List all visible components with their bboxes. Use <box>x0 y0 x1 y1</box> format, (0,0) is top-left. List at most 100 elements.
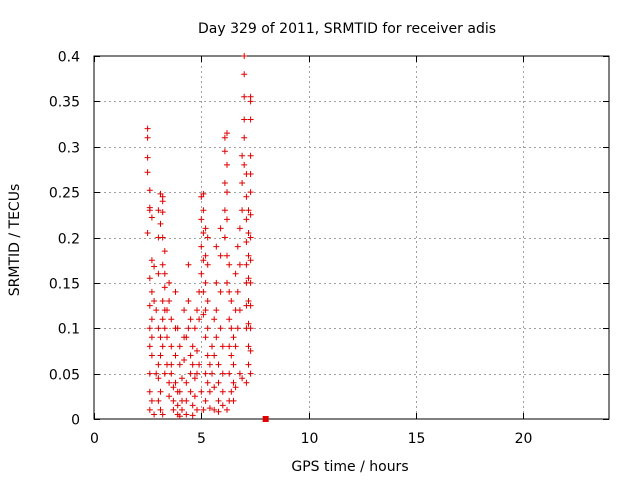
data-point <box>245 320 252 327</box>
data-point <box>174 325 181 332</box>
data-point <box>232 384 239 391</box>
data-point <box>148 288 155 295</box>
data-point <box>148 334 155 341</box>
data-point <box>236 261 243 268</box>
data-point <box>245 361 252 368</box>
data-point <box>196 316 203 323</box>
data-point <box>247 234 254 241</box>
data-point <box>144 169 151 176</box>
data-point <box>148 352 155 359</box>
data-point <box>230 334 237 341</box>
data-point <box>146 187 153 194</box>
data-point <box>241 116 248 123</box>
chart-title: Day 329 of 2011, SRMTID for receiver adi… <box>198 21 496 37</box>
data-point <box>183 334 190 341</box>
data-point <box>148 397 155 404</box>
data-point <box>159 411 166 418</box>
data-point <box>241 93 248 100</box>
data-point <box>200 190 207 197</box>
data-point <box>213 279 220 286</box>
data-point <box>221 148 228 155</box>
data-point <box>215 408 222 415</box>
x-tick-label: 20 <box>515 431 533 447</box>
data-point <box>159 198 166 205</box>
y-axis-label: SRMTID / TECUs <box>7 184 23 297</box>
data-point <box>161 248 168 255</box>
data-point <box>198 216 205 223</box>
data-point <box>202 397 209 404</box>
data-point <box>202 370 209 377</box>
data-point <box>185 261 192 268</box>
data-point <box>146 406 153 413</box>
data-point <box>202 225 209 232</box>
data-point-square <box>262 416 269 422</box>
data-point <box>217 325 224 332</box>
data-point <box>151 298 158 304</box>
data-point <box>146 370 153 377</box>
data-point <box>211 316 218 323</box>
data-point <box>221 234 228 241</box>
data-point <box>228 325 235 332</box>
data-point <box>157 220 164 227</box>
data-point <box>176 388 183 395</box>
y-tick-label: 0 <box>71 413 80 429</box>
data-point <box>168 370 175 377</box>
data-point <box>151 411 158 418</box>
data-point <box>224 216 230 223</box>
data-point <box>159 234 166 241</box>
y-tick-label: 0.2 <box>58 232 80 248</box>
data-point <box>200 257 207 264</box>
data-point <box>245 230 252 236</box>
data-point <box>230 379 237 386</box>
data-point <box>200 288 207 295</box>
data-point <box>217 252 224 259</box>
data-point <box>172 288 179 295</box>
data-point <box>247 325 254 332</box>
data-point <box>226 343 233 350</box>
data-point <box>224 130 230 137</box>
x-tick-label: 15 <box>408 431 426 447</box>
data-point <box>189 412 196 419</box>
data-point <box>157 334 164 341</box>
data-point <box>224 406 230 413</box>
data-point <box>200 406 207 413</box>
data-point <box>146 325 153 332</box>
data-point <box>172 352 179 359</box>
data-point <box>228 298 235 304</box>
data-point <box>224 189 230 196</box>
y-tick-label: 0.25 <box>49 186 80 202</box>
data-point <box>247 116 254 123</box>
data-point <box>226 288 233 295</box>
y-tick-label: 0.35 <box>49 95 80 111</box>
data-point <box>206 388 213 395</box>
data-point <box>191 325 198 332</box>
data-point <box>174 402 181 409</box>
data-point <box>241 161 248 168</box>
data-point <box>226 261 233 268</box>
data-point <box>247 98 254 105</box>
data-point <box>200 207 207 214</box>
data-point <box>146 388 153 395</box>
data-point <box>247 152 254 159</box>
y-tick-label: 0.4 <box>58 50 80 66</box>
y-tick-label: 0.3 <box>58 141 80 157</box>
data-point <box>239 207 246 214</box>
data-point <box>194 406 200 413</box>
data-point <box>183 397 190 404</box>
data-point <box>224 279 230 286</box>
data-point <box>166 393 173 400</box>
data-point <box>179 406 185 413</box>
data-point <box>232 343 239 350</box>
data-point <box>226 316 233 323</box>
data-point <box>241 134 248 141</box>
data-point <box>194 370 200 377</box>
data-point <box>215 397 222 404</box>
y-tick-labels: 0 0.05 0.1 0.15 0.2 0.25 0.3 0.35 0.4 <box>49 50 80 429</box>
data-point <box>144 125 151 132</box>
data-point <box>213 243 220 250</box>
data-point <box>168 361 175 368</box>
data-point <box>215 361 222 368</box>
data-point <box>241 53 248 59</box>
data-point <box>236 225 243 232</box>
